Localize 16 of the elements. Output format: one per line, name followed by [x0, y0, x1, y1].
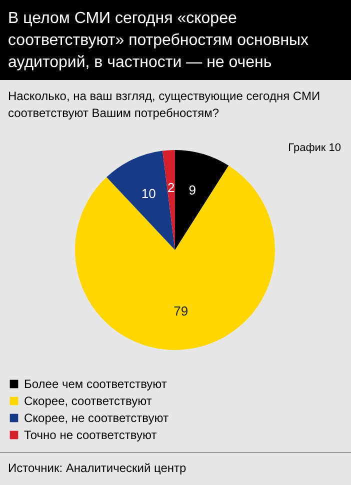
text: Источник: Аналитический центр	[0, 452, 351, 485]
text: График 10	[288, 142, 341, 154]
legend-label: Скорее, соответствуют	[24, 394, 152, 408]
pie-slice	[75, 166, 275, 350]
data-label: 79	[174, 304, 188, 319]
pie-slice	[175, 150, 229, 250]
legend-label: Точно не соответствуют	[24, 428, 158, 442]
data-label: 2	[167, 180, 175, 196]
data-label: 9	[188, 182, 196, 198]
chart-title: В целом СМИ сегодня «скорее соответствуют» потребностям основных аудиторий, в частности — не очень	[0, 0, 351, 80]
data-label: 10	[141, 186, 156, 201]
pie-slice	[106, 150, 175, 250]
legend-label: Более чем соответствуют	[24, 377, 168, 391]
legend-label: Скорее, не соответствуют	[24, 411, 169, 425]
chart-subtitle: Насколько, на ваш взгляд, существующие сегодня СМИ соответствуют Вашим потребностям?	[7, 88, 322, 122]
pie-slice	[162, 150, 175, 250]
